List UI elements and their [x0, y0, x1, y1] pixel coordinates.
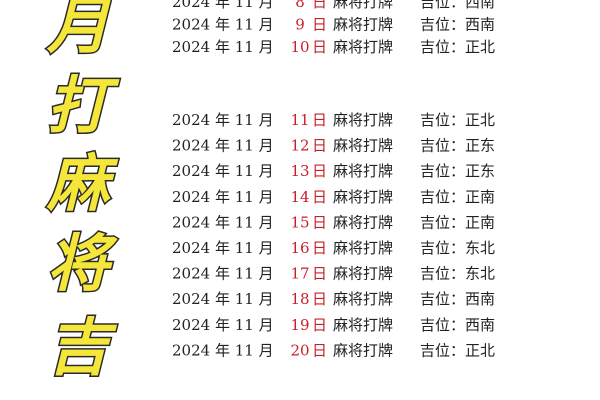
entry-day: 10 — [290, 38, 309, 56]
entry-activity: 麻将打牌 — [333, 16, 393, 34]
side-title-char: 麻 — [46, 147, 119, 220]
entry-activity: 麻将打牌 — [333, 316, 393, 334]
entry-day-mark: 日 — [312, 213, 327, 231]
side-title-char: 打 — [47, 69, 120, 142]
entry-activity: 麻将打牌 — [333, 188, 393, 206]
entry-day: 8 — [295, 0, 305, 11]
entry-activity: 麻将打牌 — [333, 239, 393, 257]
entry-direction: 吉位：西南 — [420, 16, 495, 34]
entry-date: 2024 年 11 月 — [172, 341, 274, 359]
entry-day-mark: 日 — [312, 316, 327, 334]
entry-day-mark: 日 — [312, 0, 327, 11]
entry-direction: 吉位：正北 — [420, 111, 495, 129]
entry-direction: 吉位：西南 — [420, 290, 495, 308]
entry-activity: 麻将打牌 — [333, 341, 393, 359]
entry-date: 2024 年 11 月 — [172, 38, 274, 56]
entry-activity: 麻将打牌 — [333, 111, 393, 129]
entry-direction: 吉位：西南 — [420, 0, 495, 11]
entry-activity: 麻将打牌 — [333, 290, 393, 308]
entry-date: 2024 年 11 月 — [172, 265, 274, 283]
entry-day: 9 — [295, 16, 305, 34]
entry-direction: 吉位：正东 — [420, 162, 495, 180]
entry-date: 2024 年 11 月 — [172, 111, 274, 129]
entry-day-mark: 日 — [312, 290, 327, 308]
entry-day-mark: 日 — [312, 239, 327, 257]
entry-activity: 麻将打牌 — [333, 0, 393, 11]
entry-direction: 吉位：西南 — [420, 316, 495, 334]
entry-date: 2024 年 11 月 — [172, 162, 274, 180]
entry-date: 2024 年 11 月 — [172, 239, 274, 257]
entry-direction: 吉位：正东 — [420, 137, 495, 155]
side-title-char: 吉 — [47, 311, 118, 384]
entry-day-mark: 日 — [312, 341, 327, 359]
side-title-char: 月 — [46, 0, 112, 62]
entry-date: 2024 年 11 月 — [172, 0, 274, 11]
entry-activity: 麻将打牌 — [333, 162, 393, 180]
entry-activity: 麻将打牌 — [333, 137, 393, 155]
entry-day: 17 — [290, 265, 309, 283]
entry-direction: 吉位：正北 — [420, 341, 495, 359]
entry-day-mark: 日 — [312, 111, 327, 129]
entry-activity: 麻将打牌 — [333, 265, 393, 283]
entry-day: 12 — [290, 137, 309, 155]
entry-day: 15 — [290, 213, 309, 231]
entry-direction: 吉位：东北 — [420, 239, 495, 257]
entry-activity: 麻将打牌 — [333, 38, 393, 56]
entry-day: 11 — [290, 111, 309, 129]
entry-date: 2024 年 11 月 — [172, 137, 274, 155]
entry-day-mark: 日 — [312, 38, 327, 56]
entry-activity: 麻将打牌 — [333, 213, 393, 231]
entry-date: 2024 年 11 月 — [172, 188, 274, 206]
entry-day-mark: 日 — [312, 265, 327, 283]
entry-direction: 吉位：东北 — [420, 265, 495, 283]
entry-day: 18 — [290, 290, 309, 308]
entry-date: 2024 年 11 月 — [172, 213, 274, 231]
entry-day-mark: 日 — [312, 137, 327, 155]
entry-day-mark: 日 — [312, 16, 327, 34]
entry-direction: 吉位：正南 — [420, 213, 495, 231]
entry-date: 2024 年 11 月 — [172, 316, 274, 334]
entry-day: 16 — [290, 239, 309, 257]
entry-day: 13 — [290, 162, 309, 180]
entry-day: 19 — [290, 316, 309, 334]
side-title-char: 将 — [47, 227, 118, 300]
entry-day: 14 — [290, 188, 309, 206]
entry-day: 20 — [290, 341, 309, 359]
entry-day-mark: 日 — [312, 188, 327, 206]
entry-date: 2024 年 11 月 — [172, 290, 274, 308]
entry-day-mark: 日 — [312, 162, 327, 180]
entry-direction: 吉位：正北 — [420, 38, 495, 56]
entry-date: 2024 年 11 月 — [172, 16, 274, 34]
entry-direction: 吉位：正南 — [420, 188, 495, 206]
